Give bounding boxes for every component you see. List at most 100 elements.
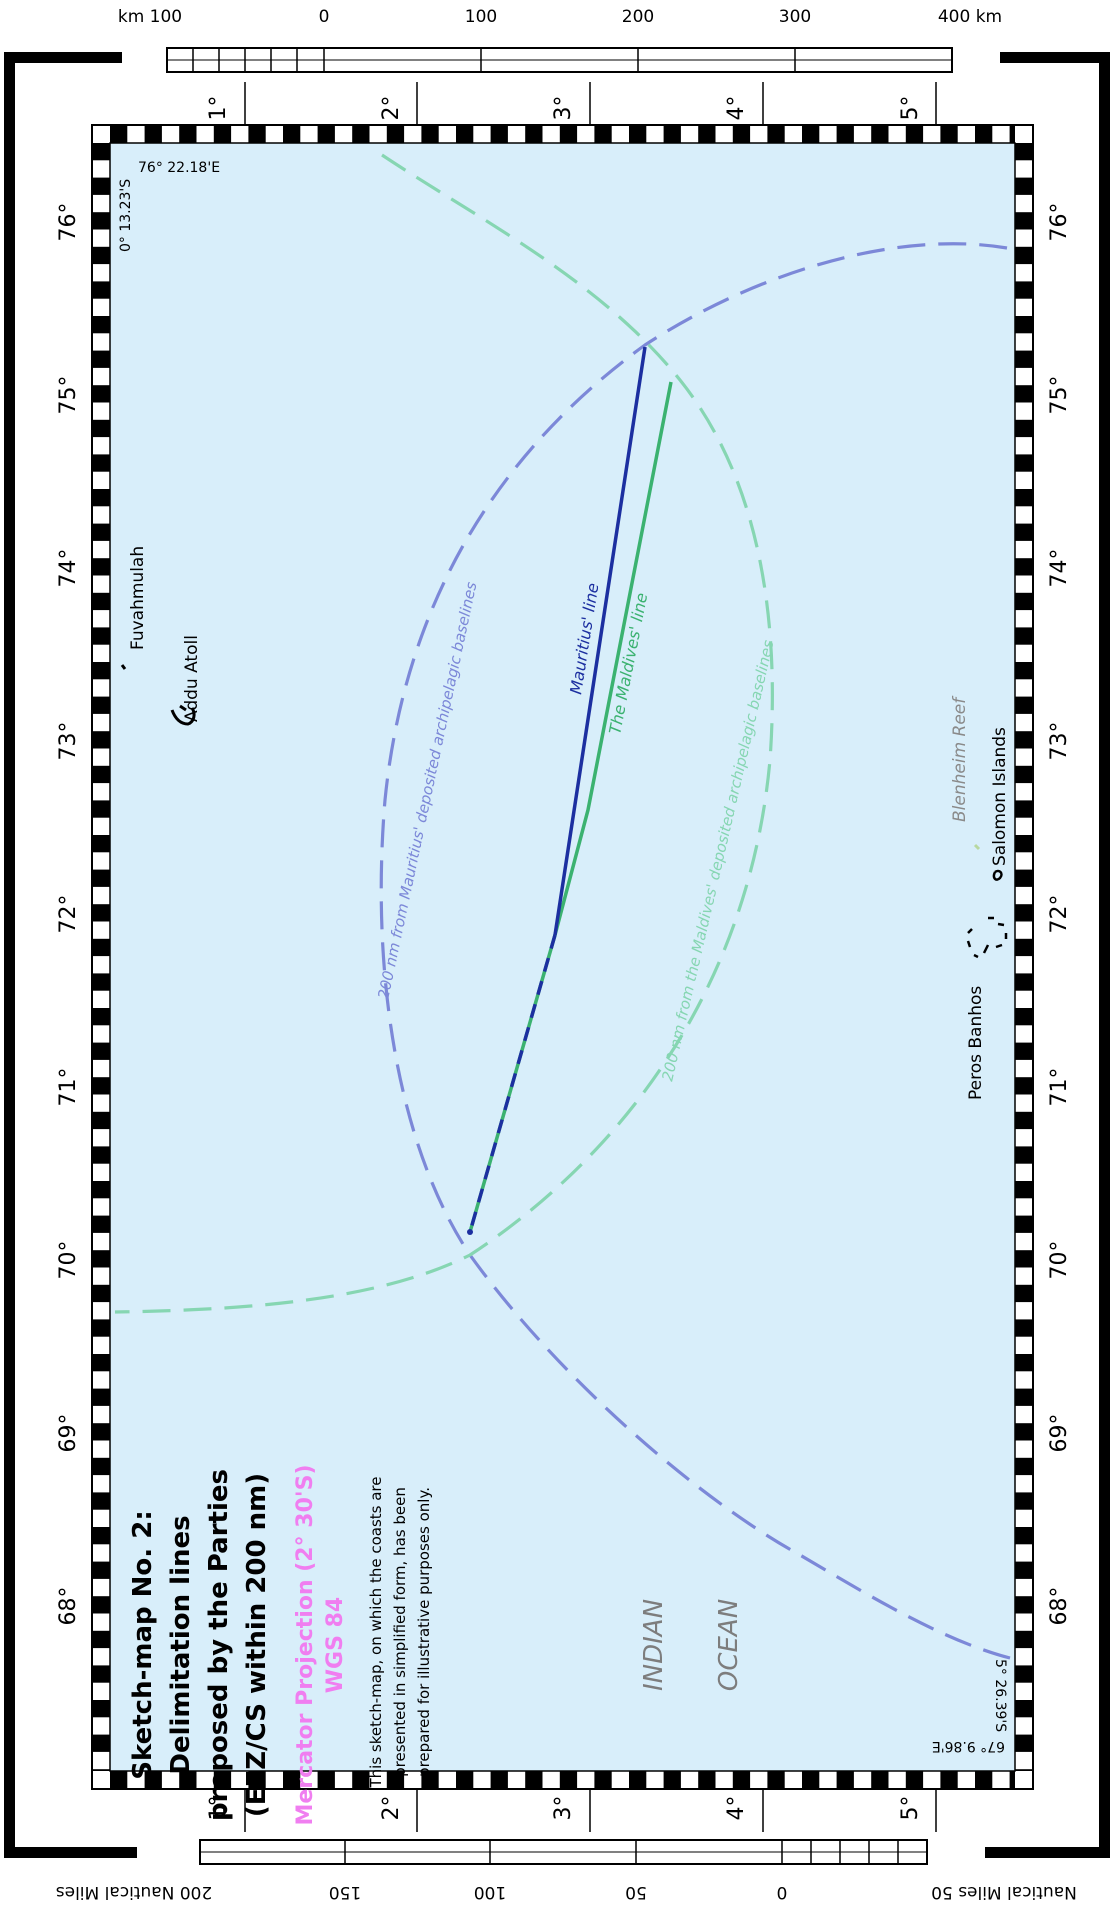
- lon-label-76-left: 76°: [56, 203, 81, 242]
- border-tick: [92, 143, 110, 161]
- lon-label-68-left: 68°: [56, 1587, 81, 1626]
- border-tick: [92, 627, 110, 645]
- border-tick: [456, 1771, 474, 1789]
- scale-bar-nm: 200 Nautical Miles 150 100 50 0 Nautical…: [56, 1839, 1077, 1902]
- border-tick: [975, 1771, 993, 1789]
- lon-label-75-right: 75°: [1047, 376, 1072, 415]
- border-tick: [92, 385, 110, 403]
- border-tick: [1015, 869, 1033, 887]
- border-tick: [92, 212, 110, 230]
- islands: [120, 664, 1008, 959]
- mauritius-200nm-arc: [379, 242, 1011, 1660]
- scale-nm-label-4: 0: [777, 1882, 788, 1902]
- border-tick: [421, 1771, 439, 1789]
- border-tick: [92, 1596, 110, 1614]
- border-tick: [92, 696, 110, 714]
- border-tick: [1015, 558, 1033, 576]
- border-tick: [1015, 350, 1033, 368]
- border-tick: [110, 1771, 128, 1789]
- border-tick: [1015, 1111, 1033, 1130]
- border-tick: [92, 281, 110, 299]
- border-tick: [92, 1354, 110, 1372]
- border-tick: [629, 1771, 647, 1789]
- latitude-labels-top: 1° 2° 3° 4° 5°: [206, 96, 923, 121]
- border-tick: [1015, 1527, 1033, 1545]
- border-tick: [1015, 1734, 1033, 1752]
- border-tick: [92, 1181, 110, 1199]
- border-tick: [1015, 592, 1033, 611]
- border-tick: [248, 125, 266, 143]
- border-tick: [905, 125, 924, 143]
- border-tick: [92, 592, 110, 611]
- scale-km-label-4: 300: [779, 7, 811, 27]
- corner-top-lat: 0° 13.23'S: [118, 179, 134, 252]
- border-tick: [1015, 385, 1033, 403]
- border-tick: [92, 419, 110, 438]
- border-tick: [1015, 835, 1033, 853]
- border-tick: [1015, 212, 1033, 230]
- border-tick: [92, 1561, 110, 1579]
- border-tick: [1015, 1423, 1033, 1441]
- border-tick: [92, 177, 110, 195]
- projection-line-2: WGS 84: [323, 1597, 348, 1693]
- border-tick: [92, 1423, 110, 1441]
- border-tick: [1009, 1771, 1015, 1789]
- border-tick: [92, 1250, 110, 1268]
- lon-label-71-left: 71°: [56, 1068, 81, 1107]
- border-tick: [456, 125, 474, 143]
- border-tick: [213, 125, 232, 143]
- lon-label-75-left: 75°: [56, 376, 81, 415]
- lon-label-70-right: 70°: [1047, 1241, 1072, 1280]
- scale-bar-km: km 100 0 100 200 300 400 km: [118, 7, 1002, 73]
- lon-label-69-right: 69°: [1047, 1414, 1072, 1453]
- lon-label-76-right: 76°: [1047, 203, 1072, 242]
- border-tick: [1015, 1769, 1033, 1771]
- lon-label-74-left: 74°: [56, 549, 81, 588]
- border-tick: [1015, 662, 1033, 680]
- border-tick: [1015, 765, 1033, 784]
- border-tick: [92, 489, 110, 507]
- lat-label-5-top: 5°: [898, 96, 923, 121]
- border-tick: [92, 869, 110, 887]
- map-border: [91, 124, 1034, 1790]
- border-tick: [421, 125, 439, 143]
- border-tick: [386, 125, 405, 143]
- border-tick: [732, 1771, 751, 1789]
- scale-nm-label-1: 150: [329, 1882, 361, 1902]
- border-tick: [1015, 1181, 1033, 1199]
- border-tick: [594, 1771, 612, 1789]
- fuvahmulah-island: [120, 664, 127, 670]
- corner-bottom-lat: 5° 26.39'S: [992, 1659, 1008, 1732]
- projection-line-1: Mercator Projection (2° 30'S): [293, 1464, 318, 1825]
- peros-banhos-atoll: [966, 916, 1008, 959]
- corner-coordinates: 76° 22.18'E 0° 13.23'S 67° 9.86'E 5° 26.…: [118, 160, 1008, 1754]
- border-tick: [144, 125, 162, 143]
- border-tick: [92, 1319, 110, 1337]
- ocean-word-ocean: OCEAN: [714, 1599, 744, 1691]
- lon-label-72-right: 72°: [1047, 895, 1072, 934]
- border-tick: [975, 125, 993, 143]
- border-tick: [144, 1771, 162, 1789]
- border-tick: [836, 1771, 854, 1789]
- border-tick: [92, 1111, 110, 1130]
- border-tick: [1015, 1146, 1033, 1164]
- border-tick: [92, 662, 110, 680]
- border-tick: [92, 246, 110, 265]
- border-tick: [1015, 904, 1033, 922]
- border-tick: [92, 904, 110, 922]
- arcs: [114, 153, 1011, 1660]
- disclaimer-line-2: presented in simplified form, has been: [391, 1487, 409, 1777]
- border-tick: [1015, 489, 1033, 507]
- lat-label-2-top: 2°: [379, 96, 404, 121]
- lat-label-1-top: 1°: [206, 96, 231, 121]
- border-tick: [1015, 1319, 1033, 1337]
- border-tick: [283, 1771, 301, 1789]
- lat-label-5-bottom: 5°: [898, 1796, 923, 1821]
- disclaimer-line-1: This sketch-map, on which the coasts are: [367, 1477, 385, 1789]
- border-tick: [92, 1492, 110, 1510]
- border-tick: [871, 1771, 889, 1789]
- lat-label-4-top: 4°: [724, 96, 749, 121]
- ocean-word-indian: INDIAN: [639, 1599, 669, 1691]
- border-tick: [1015, 1665, 1033, 1683]
- lon-label-73-left: 73°: [56, 722, 81, 761]
